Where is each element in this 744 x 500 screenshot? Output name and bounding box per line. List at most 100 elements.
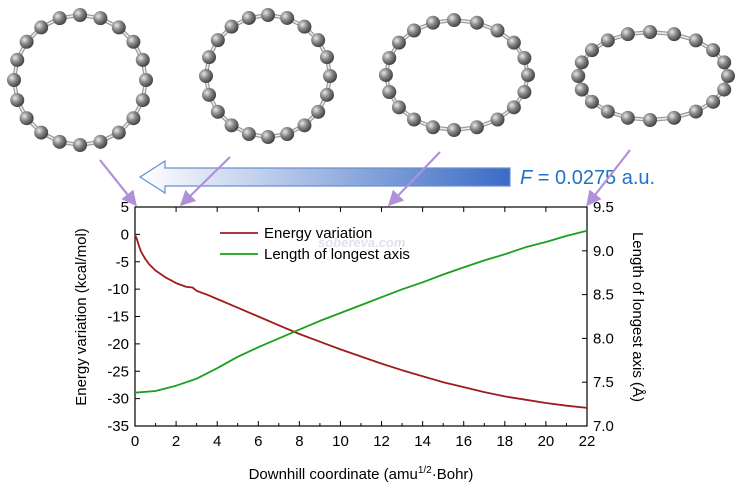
y-left-tick-label: -30 (107, 391, 129, 408)
carbon-atom (19, 34, 34, 49)
x-tick-label: 6 (254, 433, 262, 450)
y-left-tick-label: -25 (107, 363, 129, 380)
x-axis-title: Downhill coordinate (amu1/2·Bohr) (249, 465, 474, 483)
carbon-atom (584, 43, 599, 58)
axes: 0 2 4 6 8 10 12 14 16 18 20 22 5 0 -5 -10 -15 -20 -25 -30 -3… (107, 199, 614, 450)
y-right-tick-label: 8.0 (593, 330, 614, 347)
carbon-atom (52, 134, 67, 149)
x-tick-label: 4 (213, 433, 221, 450)
x-tick-label: 22 (579, 433, 596, 450)
carbon-atom (202, 50, 217, 65)
x-tick-label: 20 (538, 433, 555, 450)
y-left-tick-label: 5 (121, 199, 129, 216)
molecule-ring-mid (378, 13, 535, 137)
molecule-ring-end (571, 25, 735, 127)
pointer-arrow-1 (99, 159, 137, 207)
molecule-illustrations (7, 8, 735, 152)
carbon-atom (135, 52, 150, 67)
x-tick-label: 0 (131, 433, 139, 450)
carbon-atom (667, 27, 682, 42)
carbon-atom (73, 138, 87, 152)
carbon-atom (490, 112, 505, 127)
y-right-tick-label: 9.5 (593, 199, 614, 216)
carbon-atom (517, 51, 532, 66)
carbon-atom (280, 10, 295, 25)
y-axis-left-title: Energy variation (kcal/mol) (73, 228, 90, 406)
pointer-arrow-2 (179, 156, 231, 207)
x-tick-label: 2 (172, 433, 180, 450)
carbon-atom (643, 113, 657, 127)
carbon-atom (721, 69, 735, 83)
y-left-tick-label: -20 (107, 336, 129, 353)
carbon-atom (10, 93, 25, 108)
x-tick-label: 16 (455, 433, 472, 450)
carbon-atom (34, 20, 49, 35)
carbon-atom (643, 25, 657, 39)
y-right-tick-label: 8.5 (593, 287, 614, 304)
carbon-atom (224, 19, 239, 34)
carbon-atom (517, 84, 532, 99)
carbon-atom (600, 104, 615, 119)
pointer-arrow-3 (387, 151, 441, 207)
carbon-atom (7, 73, 21, 87)
y-left-tick-label: 0 (121, 226, 129, 243)
carbon-atom (490, 23, 505, 38)
pointer-arrows (99, 149, 631, 207)
carbon-atom (406, 112, 421, 127)
carbon-atom (199, 69, 213, 83)
x-tick-label: 8 (295, 433, 303, 450)
carbon-atom (571, 69, 586, 83)
x-tick-label: 14 (414, 433, 431, 450)
carbon-atom (297, 118, 312, 133)
carbon-atom (469, 15, 484, 30)
carbon-atom (425, 120, 440, 135)
carbon-atom (126, 111, 141, 126)
y-left-tick-label: -5 (116, 254, 129, 271)
carbon-atom (469, 120, 484, 135)
carbon-atom (574, 55, 589, 70)
carbon-atom (506, 100, 521, 115)
carbon-atom (706, 94, 721, 109)
carbon-atom (620, 110, 635, 125)
carbon-atom (311, 104, 326, 119)
carbon-atom (620, 27, 635, 42)
carbon-atom (126, 34, 141, 49)
carbon-atom (382, 51, 397, 66)
series-layer (134, 229, 588, 409)
carbon-atom (717, 82, 732, 97)
x-tick-label: 10 (332, 433, 349, 450)
carbon-atom (706, 43, 721, 58)
carbon-atom (688, 33, 703, 48)
carbon-atom (717, 55, 732, 70)
carbon-atom (111, 20, 126, 35)
carbon-atom (447, 13, 461, 27)
y-left-tick-label: -35 (107, 418, 129, 435)
carbon-atom (139, 73, 153, 87)
carbon-atom (261, 8, 275, 22)
y-right-tick-label: 7.0 (593, 418, 614, 435)
carbon-atom (688, 104, 703, 119)
y-right-tick-label: 7.5 (593, 374, 614, 391)
watermark: sobereva.com (318, 235, 406, 250)
carbon-atom (241, 127, 256, 142)
field-label: F = 0.0275 a.u. (520, 167, 655, 189)
molecule-ring-early (199, 8, 337, 144)
series-line-longest-axis (134, 229, 588, 394)
carbon-atom (311, 33, 326, 48)
carbon-atom (600, 33, 615, 48)
carbon-atom (391, 35, 406, 50)
carbon-atom (297, 19, 312, 34)
y-right-tick-label: 9.0 (593, 243, 614, 260)
molecule-ring-start (7, 8, 153, 152)
carbon-atom (111, 125, 126, 140)
carbon-atom (521, 68, 535, 82)
x-tick-label: 12 (373, 433, 390, 450)
carbon-atom (406, 23, 421, 38)
carbon-atom (280, 127, 295, 142)
carbon-atom (574, 82, 589, 97)
y-left-tick-label: -15 (107, 309, 129, 326)
y-axis-right-title: Length of longest axis (Å) (629, 232, 646, 402)
field-arrow (138, 159, 511, 195)
carbon-atom (73, 8, 87, 22)
